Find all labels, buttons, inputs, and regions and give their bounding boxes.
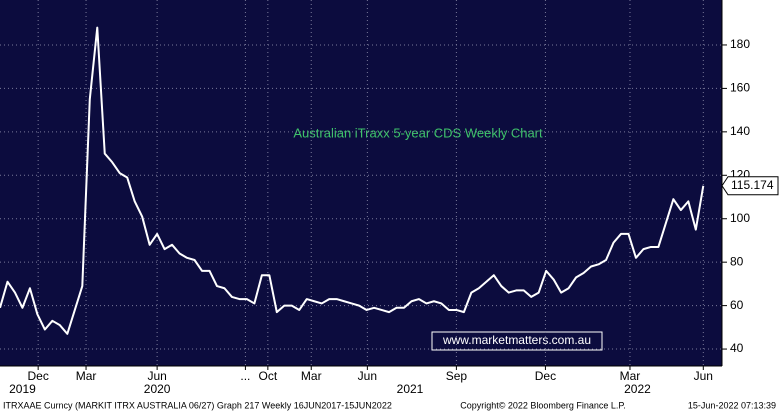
watermark-box (431, 331, 603, 351)
x-tick-label: Jun (358, 369, 377, 383)
line-series (0, 26, 705, 335)
watermark: www.marketmatters.com.au (442, 333, 591, 347)
x-tick-label: Oct (259, 369, 278, 383)
x-tick-label: Jun (694, 369, 713, 383)
year-label: 2021 (397, 382, 424, 396)
x-tick-label: Jun (147, 369, 166, 383)
y-tick-label: 80 (730, 254, 744, 268)
y-tick-label: 100 (730, 211, 750, 225)
x-tick-label: Mar (620, 369, 641, 383)
x-tick-label: Dec (27, 369, 48, 383)
y-tick-label: 40 (730, 341, 744, 355)
x-tick-label: Mar (301, 369, 322, 383)
footer-center: Copyright© 2022 Bloomberg Finance L.P. (460, 400, 626, 410)
y-tick-label: 60 (730, 298, 744, 312)
x-tick-label: Mar (76, 369, 97, 383)
y-tick-label: 180 (730, 37, 750, 51)
year-label: 2020 (144, 382, 171, 396)
x-tick-label: Sep (446, 369, 468, 383)
footer-right: 15-Jun-2022 07:13:39 (688, 400, 776, 410)
y-tick-label: 140 (730, 124, 750, 138)
x-tick-label: Dec (535, 369, 556, 383)
year-label: 2019 (9, 382, 36, 396)
last-value-label: 115.174 (731, 178, 774, 192)
year-label: 2022 (624, 382, 651, 396)
x-tick-label: ... (240, 369, 250, 383)
y-tick-label: 160 (730, 81, 750, 95)
chart-title: Australian iTraxx 5-year CDS Weekly Char… (293, 125, 543, 140)
footer-left: ITRXAAE Curncy (MARKIT ITRX AUSTRALIA 06… (3, 400, 392, 410)
plot-background (0, 0, 722, 366)
last-value-box (721, 176, 779, 196)
